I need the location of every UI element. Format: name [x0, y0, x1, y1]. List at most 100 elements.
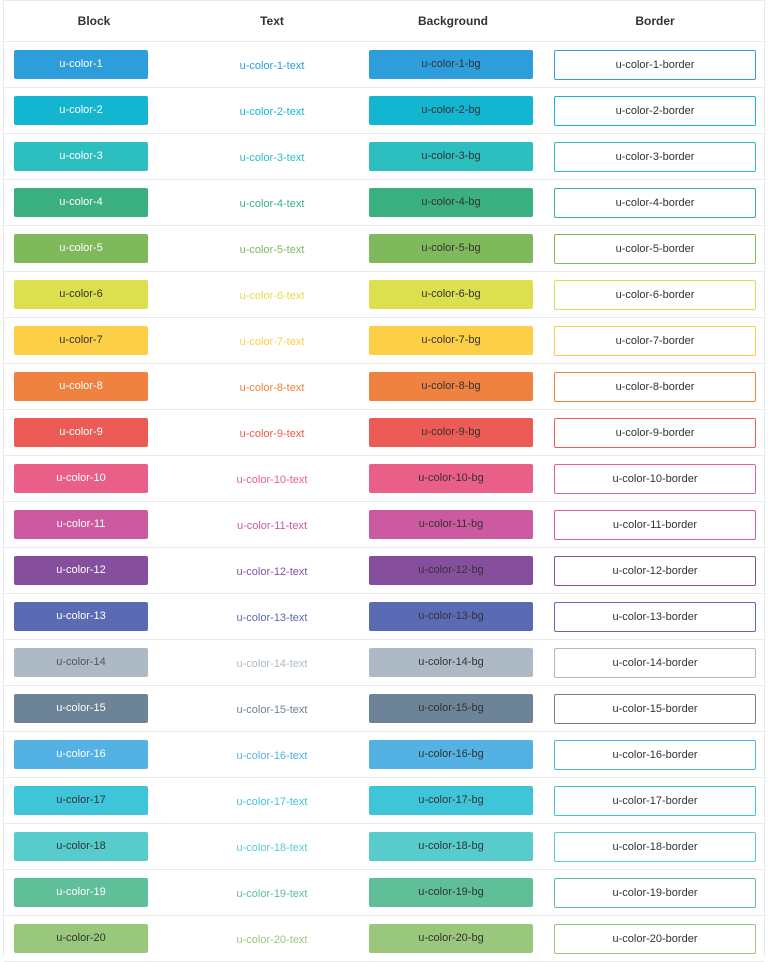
- color-border-sample: u-color-17-border: [554, 785, 756, 816]
- color-block-swatch: u-color-5: [14, 234, 148, 263]
- color-block-swatch: u-color-10: [14, 464, 148, 493]
- text-cell: u-color-15-text: [184, 685, 360, 732]
- text-cell: u-color-19-text: [184, 869, 360, 916]
- table-row: u-color-4 u-color-4-text u-color-4-bg u-col…: [4, 179, 764, 226]
- text-cell: u-color-7-text: [184, 317, 360, 364]
- text-cell: u-color-16-text: [184, 731, 360, 778]
- text-cell: u-color-17-text: [184, 777, 360, 824]
- color-block-swatch: u-color-16: [14, 740, 148, 769]
- color-bg-swatch: u-color-19-bg: [369, 878, 533, 907]
- table-row: u-color-19 u-color-19-text u-color-19-bg u-…: [4, 869, 764, 916]
- background-cell: u-color-4-bg: [360, 179, 546, 226]
- color-border-sample: u-color-14-border: [554, 647, 756, 678]
- color-bg-swatch: u-color-10-bg: [369, 464, 533, 493]
- border-cell: u-color-20-border: [546, 915, 764, 962]
- color-text-sample: u-color-3-text: [239, 151, 305, 164]
- color-border-sample: u-color-20-border: [554, 923, 756, 954]
- border-cell: u-color-1-border: [546, 41, 764, 88]
- block-cell: u-color-2: [4, 87, 184, 134]
- table-row: u-color-2 u-color-2-text u-color-2-bg u-col…: [4, 87, 764, 134]
- color-block-swatch: u-color-18: [14, 832, 148, 861]
- color-bg-swatch: u-color-2-bg: [369, 96, 533, 125]
- color-block-swatch: u-color-19: [14, 878, 148, 907]
- border-cell: u-color-9-border: [546, 409, 764, 456]
- color-block-swatch: u-color-2: [14, 96, 148, 125]
- block-cell: u-color-13: [4, 593, 184, 640]
- color-block-swatch: u-color-15: [14, 694, 148, 723]
- border-cell: u-color-14-border: [546, 639, 764, 686]
- block-cell: u-color-5: [4, 225, 184, 272]
- table-row: u-color-6 u-color-6-text u-color-6-bg u-col…: [4, 271, 764, 318]
- border-cell: u-color-6-border: [546, 271, 764, 318]
- color-border-sample: u-color-13-border: [554, 601, 756, 632]
- table-row: u-color-20 u-color-20-text u-color-20-bg u-…: [4, 915, 764, 962]
- table-row: u-color-9 u-color-9-text u-color-9-bg u-col…: [4, 409, 764, 456]
- border-cell: u-color-16-border: [546, 731, 764, 778]
- text-cell: u-color-20-text: [184, 915, 360, 962]
- color-block-swatch: u-color-3: [14, 142, 148, 171]
- header-border: Border: [546, 0, 764, 42]
- color-block-swatch: u-color-7: [14, 326, 148, 355]
- border-cell: u-color-2-border: [546, 87, 764, 134]
- border-cell: u-color-15-border: [546, 685, 764, 732]
- color-text-sample: u-color-2-text: [239, 105, 305, 118]
- color-text-sample: u-color-5-text: [239, 243, 305, 256]
- color-bg-swatch: u-color-5-bg: [369, 234, 533, 263]
- table-row: u-color-3 u-color-3-text u-color-3-bg u-col…: [4, 133, 764, 180]
- color-border-sample: u-color-6-border: [554, 279, 756, 310]
- text-cell: u-color-10-text: [184, 455, 360, 502]
- color-bg-swatch: u-color-15-bg: [369, 694, 533, 723]
- table-body: u-color-1 u-color-1-text u-color-1-bg u-col…: [4, 41, 764, 962]
- block-cell: u-color-6: [4, 271, 184, 318]
- border-cell: u-color-10-border: [546, 455, 764, 502]
- background-cell: u-color-11-bg: [360, 501, 546, 548]
- background-cell: u-color-8-bg: [360, 363, 546, 410]
- background-cell: u-color-2-bg: [360, 87, 546, 134]
- table-row: u-color-18 u-color-18-text u-color-18-bg u-…: [4, 823, 764, 870]
- block-cell: u-color-10: [4, 455, 184, 502]
- background-cell: u-color-19-bg: [360, 869, 546, 916]
- text-cell: u-color-1-text: [184, 41, 360, 88]
- border-cell: u-color-4-border: [546, 179, 764, 226]
- text-cell: u-color-9-text: [184, 409, 360, 456]
- table-row: u-color-13 u-color-13-text u-color-13-bg u-…: [4, 593, 764, 640]
- color-border-sample: u-color-9-border: [554, 417, 756, 448]
- table-row: u-color-15 u-color-15-text u-color-15-bg u-…: [4, 685, 764, 732]
- table-row: u-color-16 u-color-16-text u-color-16-bg u-…: [4, 731, 764, 778]
- color-border-sample: u-color-7-border: [554, 325, 756, 356]
- block-cell: u-color-19: [4, 869, 184, 916]
- color-border-sample: u-color-1-border: [554, 49, 756, 80]
- table-row: u-color-1 u-color-1-text u-color-1-bg u-col…: [4, 41, 764, 88]
- border-cell: u-color-5-border: [546, 225, 764, 272]
- block-cell: u-color-20: [4, 915, 184, 962]
- block-cell: u-color-7: [4, 317, 184, 364]
- color-bg-swatch: u-color-1-bg: [369, 50, 533, 79]
- color-block-swatch: u-color-13: [14, 602, 148, 631]
- color-border-sample: u-color-8-border: [554, 371, 756, 402]
- color-text-sample: u-color-10-text: [236, 473, 308, 486]
- table-row: u-color-12 u-color-12-text u-color-12-bg u-…: [4, 547, 764, 594]
- block-cell: u-color-4: [4, 179, 184, 226]
- border-cell: u-color-11-border: [546, 501, 764, 548]
- color-text-sample: u-color-9-text: [239, 427, 305, 440]
- color-border-sample: u-color-11-border: [554, 509, 756, 540]
- color-bg-swatch: u-color-4-bg: [369, 188, 533, 217]
- text-cell: u-color-6-text: [184, 271, 360, 318]
- color-text-sample: u-color-13-text: [236, 611, 308, 624]
- block-cell: u-color-1: [4, 41, 184, 88]
- color-table-container: Block Text Background Border u-color-1 u-…: [3, 0, 765, 962]
- color-text-sample: u-color-15-text: [236, 703, 308, 716]
- text-cell: u-color-13-text: [184, 593, 360, 640]
- block-cell: u-color-17: [4, 777, 184, 824]
- color-bg-swatch: u-color-11-bg: [369, 510, 533, 539]
- table-row: u-color-17 u-color-17-text u-color-17-bg u-…: [4, 777, 764, 824]
- block-cell: u-color-9: [4, 409, 184, 456]
- color-table: Block Text Background Border u-color-1 u-…: [4, 0, 764, 962]
- header-text: Text: [184, 0, 360, 42]
- color-text-sample: u-color-19-text: [236, 887, 308, 900]
- background-cell: u-color-9-bg: [360, 409, 546, 456]
- header-block: Block: [4, 0, 184, 42]
- background-cell: u-color-13-bg: [360, 593, 546, 640]
- color-border-sample: u-color-10-border: [554, 463, 756, 494]
- header-row: Block Text Background Border: [4, 0, 764, 42]
